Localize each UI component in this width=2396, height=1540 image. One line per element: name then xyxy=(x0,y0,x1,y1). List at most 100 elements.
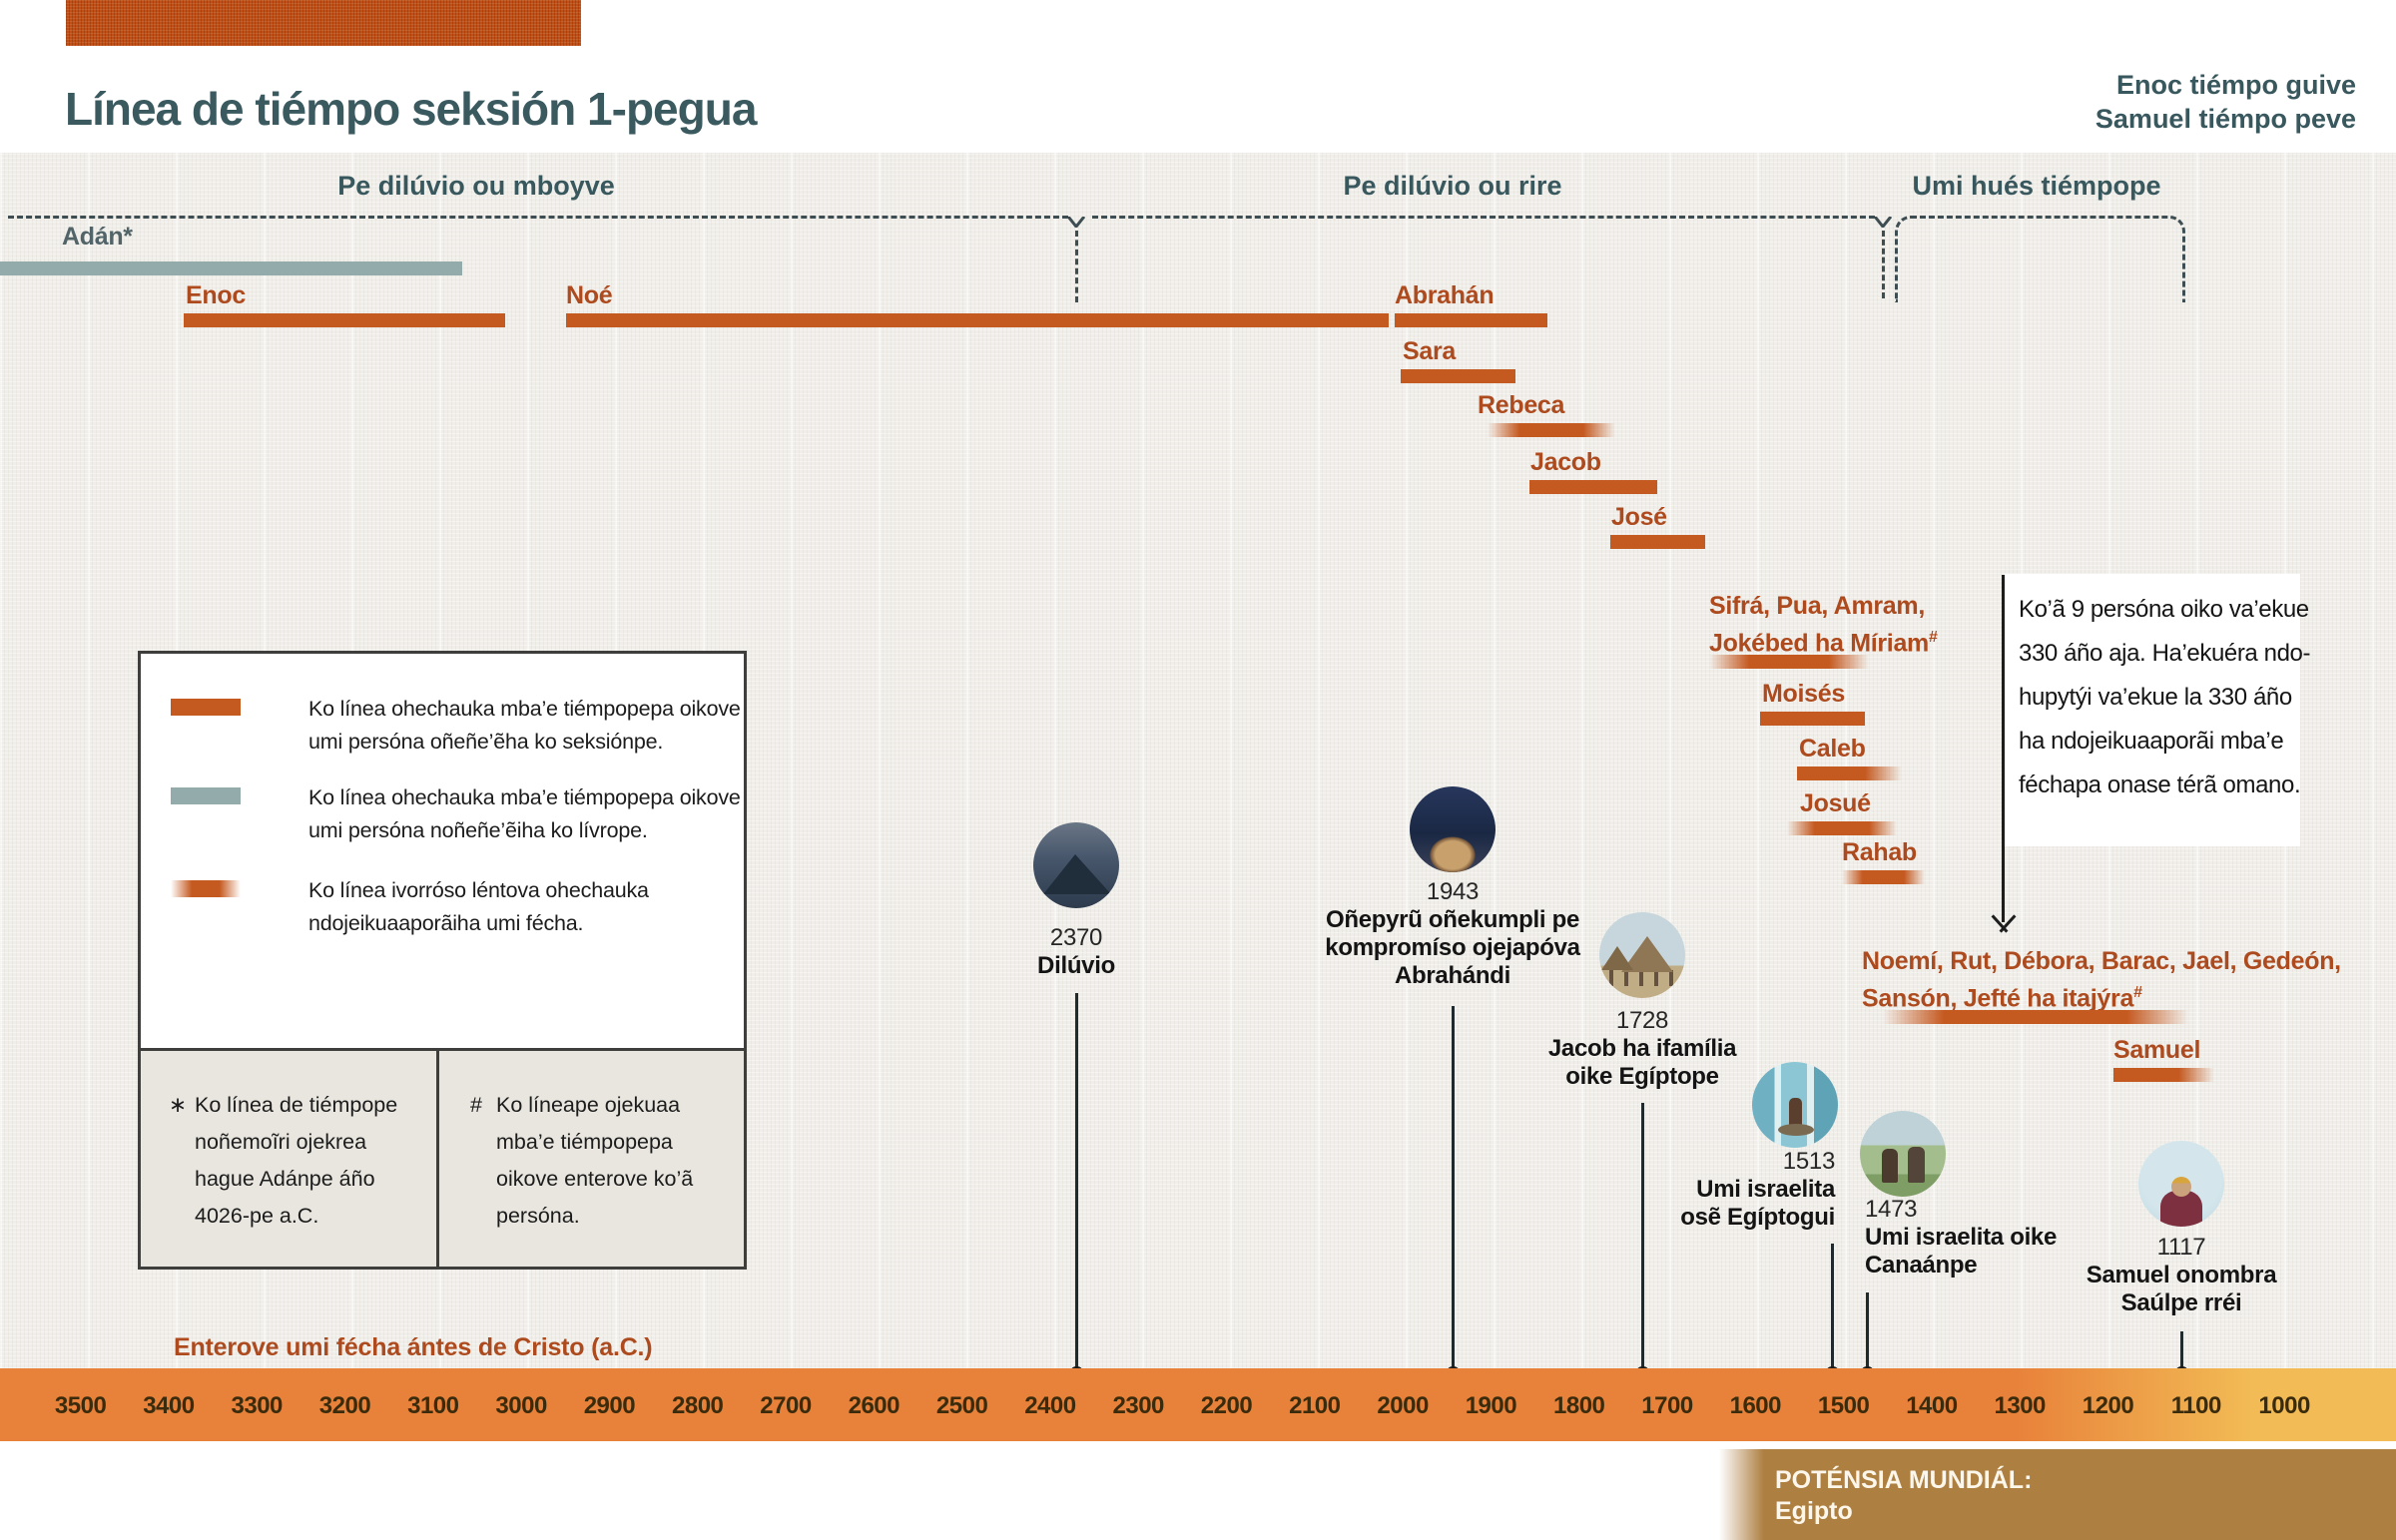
world-power-label: POTÉNSIA MUNDIÁL: Egipto xyxy=(1775,1466,2033,1525)
event-image-redsea-icon xyxy=(1752,1062,1838,1148)
event-caption-canaan-entry: 1473 Umi israelita oike Canaánpe xyxy=(1865,1196,2058,1279)
person-label-jacob: Jacob xyxy=(1530,448,1601,476)
person-bar-moises xyxy=(1760,712,1865,726)
year-axis-band xyxy=(0,1368,2396,1441)
year-tick-2400: 2400 xyxy=(1024,1392,1076,1419)
event-image-canaan-icon xyxy=(1860,1111,1946,1197)
legend-swatch-gray-blue-line-icon xyxy=(171,787,241,804)
judges-era-bracket xyxy=(1895,216,2185,302)
section-header-after-flood: Pe dilúvio ou rire xyxy=(1343,171,1562,201)
year-tick-3500: 3500 xyxy=(54,1392,107,1419)
footnote-area: ∗ Ko línea de tiémpope noñemoĩri ojekrea… xyxy=(141,1048,744,1267)
year-tick-3200: 3200 xyxy=(318,1392,371,1419)
person-bar-caleb xyxy=(1797,767,1902,780)
event-image-abraham-icon xyxy=(1410,786,1496,872)
person-label-judges: Noemí, Rut, Débora, Barac, Jael, Gedeón,… xyxy=(1862,947,2341,1013)
person-bar-abrahan xyxy=(1395,313,1547,327)
year-tick-2600: 2600 xyxy=(848,1392,900,1419)
event-caption-exodus: 1513 Umi israelita osẽ Egíptogui xyxy=(1680,1148,1835,1231)
event-caption-diluvio: 2370 Dilúvio xyxy=(1037,924,1115,979)
person-label-sifra-group: Sifrá, Pua, Amram, Jokébed ha Míriam# xyxy=(1709,592,1938,658)
person-label-sara: Sara xyxy=(1403,337,1457,365)
hash-icon: # xyxy=(470,1093,482,1117)
section-header-before-flood: Pe dilúvio ou mboyve xyxy=(337,171,615,201)
event-caption-saul-king: 1117 Samuel onombra Saúlpe rréi xyxy=(2086,1234,2277,1316)
person-bar-samuel xyxy=(2113,1068,2214,1082)
person-label-moises: Moisés xyxy=(1762,680,1845,708)
year-tick-3000: 3000 xyxy=(495,1392,547,1419)
person-label-josue: Josué xyxy=(1800,789,1871,817)
person-label-jose: José xyxy=(1611,503,1667,531)
section-divider-drop xyxy=(1882,231,1885,298)
section-header-judges-era: Umi hués tiémpope xyxy=(1912,171,2161,201)
info-box-arrow xyxy=(2002,575,2005,922)
year-tick-1200: 1200 xyxy=(2082,1392,2134,1419)
section-dashed-line-2 xyxy=(1092,216,1875,219)
legend-box: Ko línea ohechauka mba’e tiémpopepa oiko… xyxy=(138,651,747,1270)
year-tick-1900: 1900 xyxy=(1465,1392,1517,1419)
year-tick-2900: 2900 xyxy=(583,1392,636,1419)
header-accent-block xyxy=(66,0,581,46)
person-bar-sifra-group xyxy=(1709,655,1869,669)
event-connector-saul-king xyxy=(2179,1331,2183,1368)
year-tick-1600: 1600 xyxy=(1729,1392,1782,1419)
event-connector-egypt-entry xyxy=(1640,1103,1644,1368)
range-line-1: Enoc tiémpo guive xyxy=(2115,70,2356,100)
year-tick-1500: 1500 xyxy=(1817,1392,1870,1419)
event-connector-diluvio xyxy=(1074,993,1078,1368)
year-tick-1700: 1700 xyxy=(1641,1392,1693,1419)
person-label-rebeca: Rebeca xyxy=(1478,391,1565,419)
year-tick-1400: 1400 xyxy=(1906,1392,1958,1419)
section-divider-notch-icon xyxy=(1067,217,1085,228)
section-divider-notch-icon xyxy=(1874,217,1892,228)
person-bar-rahab xyxy=(1842,870,1925,884)
person-bar-noe xyxy=(566,313,1389,327)
year-tick-1000: 1000 xyxy=(2258,1392,2310,1419)
page-title: Línea de tiémpo seksión 1-pegua xyxy=(65,83,757,135)
person-bar-judges xyxy=(1883,1010,2188,1024)
event-image-pyramids-icon xyxy=(1599,912,1685,998)
year-tick-2700: 2700 xyxy=(760,1392,812,1419)
year-tick-2000: 2000 xyxy=(1377,1392,1429,1419)
person-label-enoc: Enoc xyxy=(186,281,246,309)
year-tick-2200: 2200 xyxy=(1200,1392,1253,1419)
asterisk-icon: ∗ xyxy=(169,1093,188,1117)
person-bar-jose xyxy=(1610,535,1705,549)
person-bar-enoc xyxy=(184,313,505,327)
event-connector-exodus xyxy=(1830,1244,1834,1368)
year-tick-2100: 2100 xyxy=(1289,1392,1341,1419)
event-connector-abraham-promise xyxy=(1451,1006,1455,1368)
footnote-hash: # Ko líneape ojekuaa mba’e tiémpopepa oi… xyxy=(470,1087,720,1235)
event-connector-canaan-entry xyxy=(1865,1292,1869,1368)
person-label-rahab: Rahab xyxy=(1842,838,1917,866)
footnote-asterisk: ∗ Ko línea de tiémpope noñemoĩri ojekrea… xyxy=(169,1087,418,1235)
footnote-divider xyxy=(436,1051,439,1267)
year-tick-1800: 1800 xyxy=(1552,1392,1605,1419)
section-dashed-line-1 xyxy=(8,216,1068,219)
legend-item-text: Ko línea ohechauka mba’e tiémpopepa oiko… xyxy=(308,697,741,754)
year-tick-3100: 3100 xyxy=(407,1392,459,1419)
year-tick-2500: 2500 xyxy=(935,1392,988,1419)
event-image-samuel-icon xyxy=(2138,1141,2224,1227)
axis-caption: Enterove umi fécha ántes de Cristo (a.C.… xyxy=(174,1333,653,1361)
year-tick-3300: 3300 xyxy=(231,1392,283,1419)
event-image-flood-icon xyxy=(1033,822,1119,908)
legend-item-text: Ko línea ivorróso léntova ohechauka ndoj… xyxy=(308,878,649,935)
event-caption-abraham-promise: 1943 Oñepyrũ oñekumpli pe kompromíso ojeja… xyxy=(1325,878,1580,989)
range-line-2: Samuel tiémpo peve xyxy=(2095,104,2356,134)
legend-swatch-faded-orange-line-icon xyxy=(171,880,241,897)
world-power-block: POTÉNSIA MUNDIÁL: Egipto xyxy=(1719,1449,2396,1540)
legend-items: Ko línea ohechauka mba’e tiémpopepa oiko… xyxy=(141,654,744,1053)
section-divider-drop xyxy=(1075,231,1078,302)
year-tick-2800: 2800 xyxy=(671,1392,724,1419)
judges-info-box: Ko’ã 9 persóna oiko va’ekue 330 áño aja.… xyxy=(2005,574,2310,846)
person-bar-josue xyxy=(1787,821,1897,835)
year-tick-2300: 2300 xyxy=(1112,1392,1164,1419)
legend-item-text: Ko línea ohechauka mba’e tiémpopepa oiko… xyxy=(308,785,741,842)
person-label-abrahan: Abrahán xyxy=(1395,281,1495,309)
year-tick-3400: 3400 xyxy=(143,1392,195,1419)
person-label-noe: Noé xyxy=(566,281,613,309)
person-bar-jacob xyxy=(1529,480,1657,494)
event-caption-egypt-entry: 1728 Jacob ha ifamília oike Egíptope xyxy=(1547,1007,1737,1090)
